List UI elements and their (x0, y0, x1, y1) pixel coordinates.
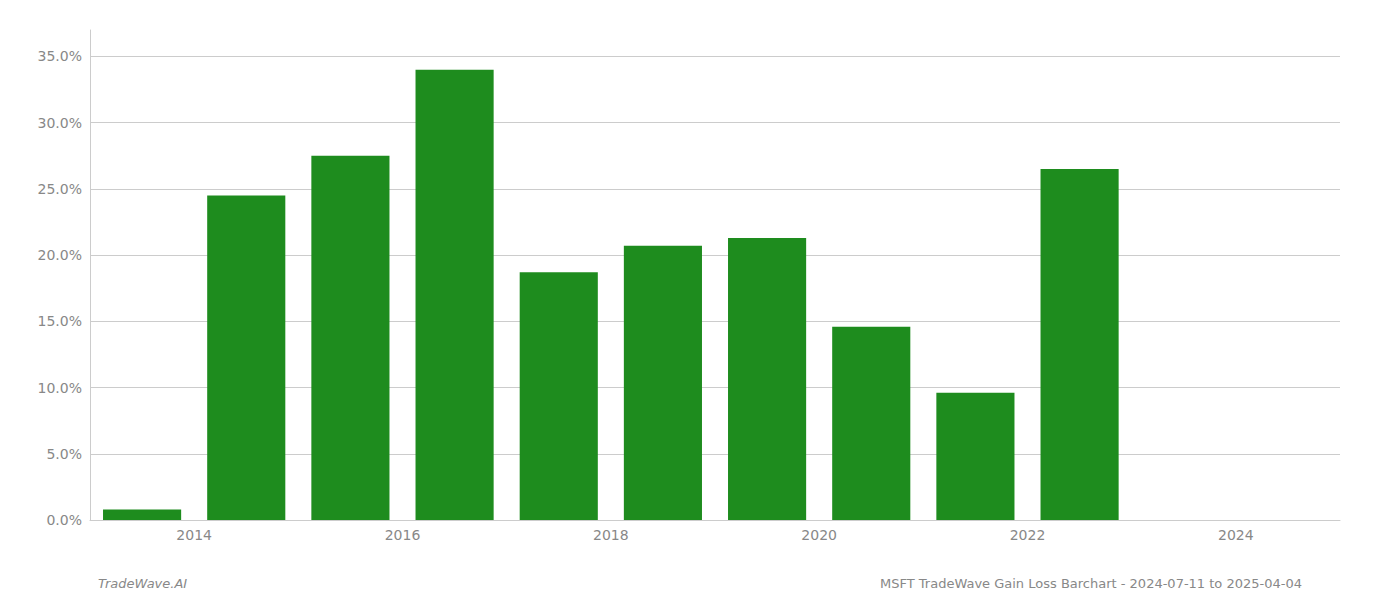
svg-text:2022: 2022 (1010, 527, 1046, 543)
svg-text:2024: 2024 (1218, 527, 1254, 543)
svg-text:0.0%: 0.0% (46, 512, 82, 528)
svg-text:15.0%: 15.0% (38, 313, 82, 329)
svg-text:MSFT TradeWave Gain Loss Barch: MSFT TradeWave Gain Loss Barchart - 2024… (880, 576, 1302, 591)
svg-text:30.0%: 30.0% (38, 115, 82, 131)
svg-text:2020: 2020 (801, 527, 837, 543)
svg-text:10.0%: 10.0% (38, 380, 82, 396)
svg-text:20.0%: 20.0% (38, 247, 82, 263)
svg-text:35.0%: 35.0% (38, 48, 82, 64)
svg-text:TradeWave.AI: TradeWave.AI (98, 576, 187, 591)
svg-text:2018: 2018 (593, 527, 629, 543)
svg-text:25.0%: 25.0% (38, 181, 82, 197)
svg-text:5.0%: 5.0% (46, 446, 82, 462)
svg-text:2014: 2014 (176, 527, 212, 543)
svg-text:2016: 2016 (385, 527, 421, 543)
